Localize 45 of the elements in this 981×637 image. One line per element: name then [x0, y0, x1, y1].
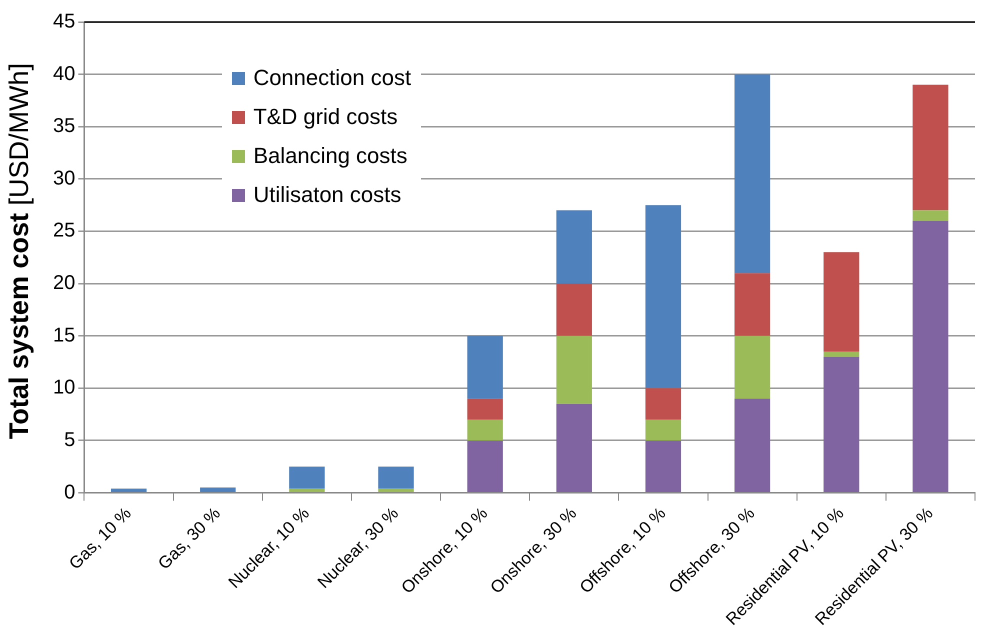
y-tick-label: 30	[52, 167, 76, 190]
bar	[734, 336, 770, 399]
bar	[824, 252, 860, 352]
bar	[467, 420, 503, 440]
bar	[556, 284, 592, 336]
bar	[289, 488, 325, 492]
bar	[556, 210, 592, 284]
bar	[378, 466, 414, 489]
bar	[734, 398, 770, 492]
bar	[645, 440, 682, 492]
bar	[467, 398, 503, 420]
legend-label: T&D grid costs	[253, 104, 398, 130]
bar	[467, 336, 503, 399]
bar	[912, 210, 948, 221]
bar	[200, 488, 236, 492]
legend-label: Balancing costs	[253, 143, 408, 170]
bar	[645, 205, 682, 388]
bar	[734, 273, 770, 336]
bar	[824, 356, 860, 492]
bar	[556, 404, 592, 492]
bar	[556, 336, 592, 404]
y-tick-label: 45	[52, 10, 76, 33]
y-axis-title: Total system cost [USD/MWh]	[4, 63, 34, 440]
legend-label: Utilisaton costs	[253, 182, 402, 208]
bar	[645, 388, 682, 420]
y-tick-label: 40	[52, 62, 76, 85]
bar	[912, 84, 948, 210]
y-tick-label: 0	[64, 481, 76, 504]
bar	[467, 440, 503, 492]
bar	[645, 420, 682, 440]
y-tick-label: 5	[64, 428, 76, 451]
x-tick-label: Gas, 10 %	[65, 504, 135, 574]
y-tick-label: 25	[52, 220, 76, 242]
y-tick-label: 10	[52, 376, 76, 399]
bar	[824, 352, 860, 357]
x-tick-label: Gas, 30 %	[154, 504, 224, 574]
y-tick-label: 15	[52, 324, 76, 346]
legend-label: Connection cost	[253, 65, 412, 92]
bar	[110, 488, 147, 492]
bar	[289, 466, 325, 489]
y-tick-label: 20	[52, 272, 76, 294]
bar	[378, 488, 414, 492]
bar	[912, 220, 948, 492]
bar	[734, 74, 770, 274]
y-tick-label: 35	[52, 115, 76, 138]
